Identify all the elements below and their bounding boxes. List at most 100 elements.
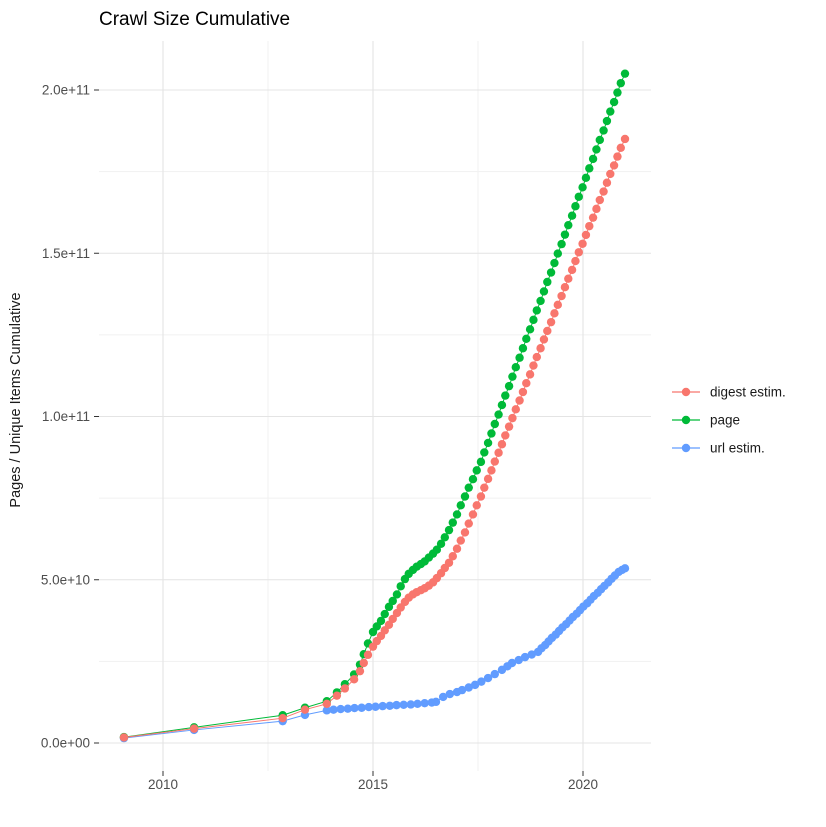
data-point <box>571 256 580 266</box>
data-point <box>322 699 331 709</box>
data-point <box>497 400 507 410</box>
data-point <box>448 552 457 561</box>
data-point <box>452 510 462 519</box>
data-point <box>507 658 517 668</box>
data-point <box>452 544 462 553</box>
data-point <box>522 378 531 388</box>
data-point <box>508 413 517 423</box>
data-point <box>480 483 489 492</box>
data-point <box>550 258 559 268</box>
y-tick-label: 0.0e+00 <box>41 736 90 751</box>
legend: digest estim. page url estim. <box>672 385 786 456</box>
data-point <box>448 518 457 527</box>
data-point <box>504 422 514 431</box>
data-point <box>278 713 287 723</box>
data-point <box>480 448 489 457</box>
data-point <box>585 221 594 231</box>
data-point <box>494 448 503 457</box>
legend-key-point-icon <box>681 415 691 425</box>
legend-key-point-icon <box>681 387 691 397</box>
data-point <box>616 78 625 88</box>
data-point <box>470 680 480 690</box>
data-point <box>602 116 612 126</box>
data-point <box>567 211 577 220</box>
x-tick-label: 2020 <box>568 777 598 792</box>
axis-layer: 2010 2015 2020 0.0e+00 5.0e+10 1.0e+11 1.5e+11… <box>41 83 598 792</box>
data-point <box>592 204 601 214</box>
data-point <box>588 213 598 222</box>
data-point <box>518 344 528 353</box>
data-point <box>501 391 510 400</box>
data-point <box>553 300 562 310</box>
data-point <box>581 173 591 183</box>
data-point <box>539 335 549 344</box>
data-point <box>581 230 591 240</box>
y-axis-title: Pages / Unique Items Cumulative <box>8 292 24 507</box>
data-point <box>349 675 359 684</box>
data-point <box>392 700 401 710</box>
data-point <box>553 249 562 258</box>
data-point <box>595 135 604 145</box>
data-point <box>620 134 630 144</box>
data-point <box>371 702 380 711</box>
data-point <box>497 440 507 449</box>
data-point <box>515 396 524 405</box>
data-point <box>527 650 536 659</box>
data-point <box>543 326 552 336</box>
data-point <box>420 698 429 708</box>
data-point <box>490 457 499 466</box>
data-point <box>567 265 577 275</box>
legend-item-url-estim: url estim. <box>672 441 765 456</box>
data-point <box>355 666 365 676</box>
data-point <box>609 161 619 170</box>
data-point <box>529 315 538 325</box>
series-url-estim <box>119 564 630 743</box>
data-point <box>456 501 465 510</box>
data-point <box>189 724 199 733</box>
data-point <box>399 700 408 709</box>
legend-item-digest-estim: digest estim. <box>672 385 786 400</box>
data-point <box>501 431 510 440</box>
data-point <box>396 582 405 591</box>
data-point <box>359 658 368 668</box>
data-point <box>564 220 573 230</box>
data-point <box>557 291 566 301</box>
data-point <box>613 152 622 161</box>
data-point <box>322 706 331 715</box>
data-point <box>350 703 359 713</box>
data-point <box>494 410 503 419</box>
data-point <box>536 344 545 353</box>
data-point <box>436 539 446 549</box>
data-point <box>445 689 455 699</box>
legend-item-page: page <box>672 413 740 428</box>
data-point <box>413 699 422 709</box>
data-point <box>329 705 338 714</box>
x-tick-label: 2015 <box>358 777 388 792</box>
data-point <box>546 268 556 277</box>
legend-key-point-icon <box>681 443 691 453</box>
data-point <box>364 702 373 712</box>
data-point <box>438 692 448 702</box>
data-point <box>525 325 535 334</box>
data-point <box>456 536 465 545</box>
data-point <box>490 669 499 679</box>
data-point <box>388 614 397 624</box>
legend-label: digest estim. <box>710 385 786 400</box>
data-point <box>483 438 493 448</box>
y-tick-label: 1.0e+11 <box>42 409 90 424</box>
data-point <box>490 419 499 429</box>
data-point <box>487 466 496 475</box>
data-point <box>574 248 583 257</box>
data-point <box>546 317 556 327</box>
data-point <box>464 683 473 692</box>
data-point <box>332 691 342 700</box>
data-point <box>511 405 520 414</box>
data-point <box>511 362 520 372</box>
data-point <box>529 361 538 370</box>
data-point <box>468 474 478 484</box>
data-point <box>460 492 470 501</box>
data-point <box>560 283 570 292</box>
data-point <box>543 277 552 287</box>
data-point <box>340 684 350 693</box>
